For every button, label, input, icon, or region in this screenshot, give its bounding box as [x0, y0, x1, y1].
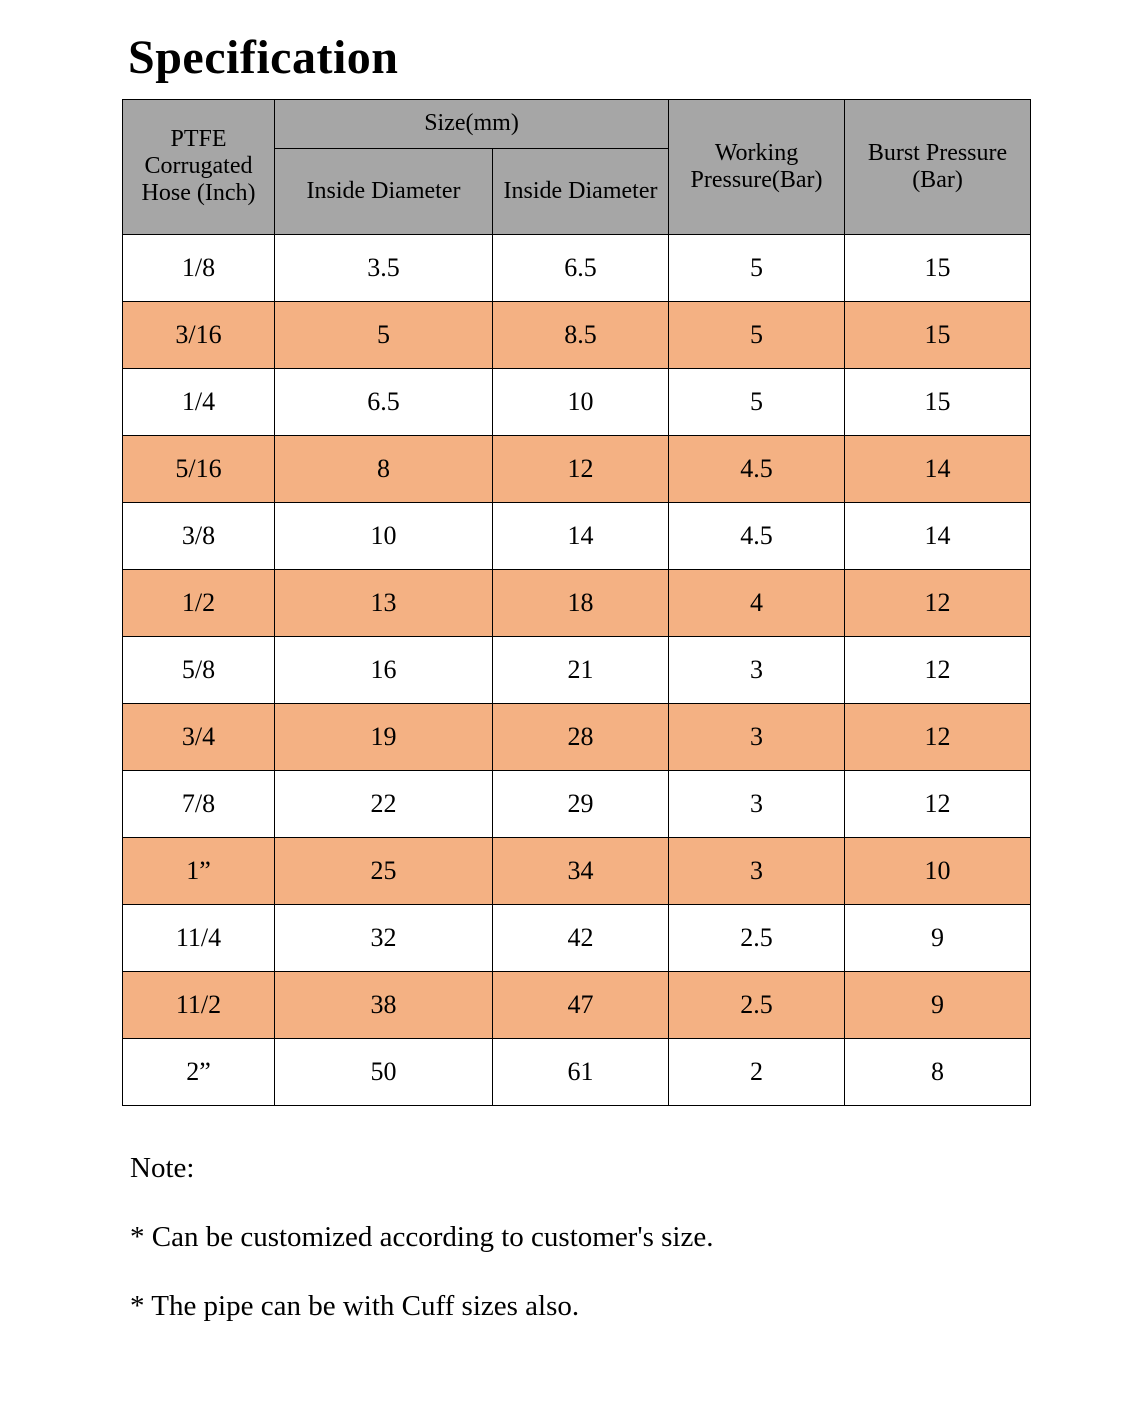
cell-inside-diameter-2: 21	[491, 635, 670, 704]
table-row: 3/8 10 14 4.5 14	[122, 501, 1032, 570]
cell-inside-diameter-2: 18	[491, 568, 670, 637]
cell-inside-diameter-1: 8	[274, 434, 493, 503]
cell-burst-pressure: 14	[844, 501, 1032, 570]
cell-hose-size: 11/2	[122, 970, 275, 1039]
cell-burst-pressure: 12	[844, 702, 1032, 771]
table-row: 1” 25 34 3 10	[122, 836, 1032, 905]
cell-working-pressure: 2.5	[668, 970, 846, 1039]
cell-inside-diameter-1: 32	[274, 903, 493, 972]
cell-inside-diameter-1: 3.5	[274, 233, 493, 302]
cell-inside-diameter-1: 25	[274, 836, 493, 905]
column-header-burst-pressure: Burst Pressure (Bar)	[844, 98, 1032, 235]
cell-working-pressure: 5	[668, 367, 846, 436]
column-header-hose: PTFE Corrugated Hose (Inch)	[122, 98, 275, 235]
cell-inside-diameter-1: 19	[274, 702, 493, 771]
cell-inside-diameter-1: 22	[274, 769, 493, 838]
cell-working-pressure: 5	[668, 233, 846, 302]
cell-burst-pressure: 12	[844, 769, 1032, 838]
cell-inside-diameter-1: 16	[274, 635, 493, 704]
cell-working-pressure: 5	[668, 300, 846, 369]
cell-inside-diameter-2: 61	[491, 1037, 670, 1106]
cell-hose-size: 5/8	[122, 635, 275, 704]
table-row: 5/8 16 21 3 12	[122, 635, 1032, 704]
cell-inside-diameter-2: 14	[491, 501, 670, 570]
page-title: Specification	[128, 31, 399, 84]
cell-working-pressure: 3	[668, 769, 846, 838]
cell-hose-size: 1”	[122, 836, 275, 905]
spec-table-header: PTFE Corrugated Hose (Inch) Size(mm) Wor…	[122, 98, 1032, 235]
cell-inside-diameter-2: 6.5	[491, 233, 670, 302]
cell-working-pressure: 4.5	[668, 501, 846, 570]
cell-inside-diameter-1: 5	[274, 300, 493, 369]
table-row: 11/4 32 42 2.5 9	[122, 903, 1032, 972]
cell-inside-diameter-1: 50	[274, 1037, 493, 1106]
table-row: 1/4 6.5 10 5 15	[122, 367, 1032, 436]
cell-inside-diameter-1: 13	[274, 568, 493, 637]
cell-hose-size: 7/8	[122, 769, 275, 838]
cell-inside-diameter-2: 10	[491, 367, 670, 436]
header-row-sub: Inside Diameter Inside Diameter	[123, 147, 1031, 235]
note-item: * The pipe can be with Cuff sizes also.	[130, 1290, 580, 1323]
cell-inside-diameter-1: 10	[274, 501, 493, 570]
note-label: Note:	[130, 1151, 195, 1184]
cell-hose-size: 5/16	[122, 434, 275, 503]
cell-hose-size: 1/2	[122, 568, 275, 637]
cell-burst-pressure: 15	[844, 300, 1032, 369]
cell-inside-diameter-2: 12	[491, 434, 670, 503]
column-header-size-group: Size(mm)	[273, 98, 670, 149]
header-row-top: PTFE Corrugated Hose (Inch) Size(mm) Wor…	[122, 98, 1032, 235]
table-row: 1/8 3.5 6.5 5 15	[122, 233, 1032, 302]
cell-inside-diameter-2: 47	[491, 970, 670, 1039]
cell-working-pressure: 3	[668, 836, 846, 905]
cell-inside-diameter-2: 28	[491, 702, 670, 771]
cell-working-pressure: 2.5	[668, 903, 846, 972]
table-row: 1/2 13 18 4 12	[122, 568, 1032, 637]
cell-inside-diameter-2: 34	[491, 836, 670, 905]
table-row: 3/4 19 28 3 12	[122, 702, 1032, 771]
cell-working-pressure: 4	[668, 568, 846, 637]
spec-table-body: 1/8 3.5 6.5 5 15 3/16 5 8.5 5 15 1/4 6.5 10 5 15 5/16 8 1…	[122, 233, 1032, 1106]
note-item: * Can be customized according to custome…	[130, 1221, 714, 1254]
cell-burst-pressure: 12	[844, 568, 1032, 637]
cell-hose-size: 3/8	[122, 501, 275, 570]
cell-hose-size: 3/4	[122, 702, 275, 771]
cell-burst-pressure: 9	[844, 970, 1032, 1039]
cell-inside-diameter-2: 29	[491, 769, 670, 838]
cell-working-pressure: 4.5	[668, 434, 846, 503]
cell-burst-pressure: 9	[844, 903, 1032, 972]
table-row: 5/16 8 12 4.5 14	[122, 434, 1032, 503]
column-header-inside-diameter-2: Inside Diameter	[491, 147, 670, 235]
cell-working-pressure: 2	[668, 1037, 846, 1106]
table-row: 7/8 22 29 3 12	[122, 769, 1032, 838]
cell-inside-diameter-1: 6.5	[274, 367, 493, 436]
cell-burst-pressure: 15	[844, 367, 1032, 436]
cell-working-pressure: 3	[668, 702, 846, 771]
cell-inside-diameter-2: 8.5	[491, 300, 670, 369]
notes-list: * Can be customized according to custome…	[130, 1221, 1148, 1324]
cell-burst-pressure: 12	[844, 635, 1032, 704]
column-header-working-pressure: Working Pressure(Bar)	[668, 98, 846, 235]
column-header-inside-diameter-1: Inside Diameter	[274, 147, 493, 235]
table-row: 3/16 5 8.5 5 15	[122, 300, 1032, 369]
table-row: 11/2 38 47 2.5 9	[122, 970, 1032, 1039]
cell-hose-size: 3/16	[122, 300, 275, 369]
cell-hose-size: 11/4	[122, 903, 275, 972]
cell-hose-size: 1/8	[122, 233, 275, 302]
cell-working-pressure: 3	[668, 635, 846, 704]
cell-inside-diameter-1: 38	[274, 970, 493, 1039]
cell-hose-size: 1/4	[122, 367, 275, 436]
cell-inside-diameter-2: 42	[491, 903, 670, 972]
table-row: 2” 50 61 2 8	[122, 1037, 1032, 1106]
spec-table: PTFE Corrugated Hose (Inch) Size(mm) Wor…	[122, 98, 1032, 1106]
cell-burst-pressure: 8	[844, 1037, 1032, 1106]
cell-burst-pressure: 15	[844, 233, 1032, 302]
cell-hose-size: 2”	[122, 1037, 275, 1106]
cell-burst-pressure: 10	[844, 836, 1032, 905]
cell-burst-pressure: 14	[844, 434, 1032, 503]
notes-section: Note: * Can be customized according to c…	[130, 1152, 1148, 1324]
